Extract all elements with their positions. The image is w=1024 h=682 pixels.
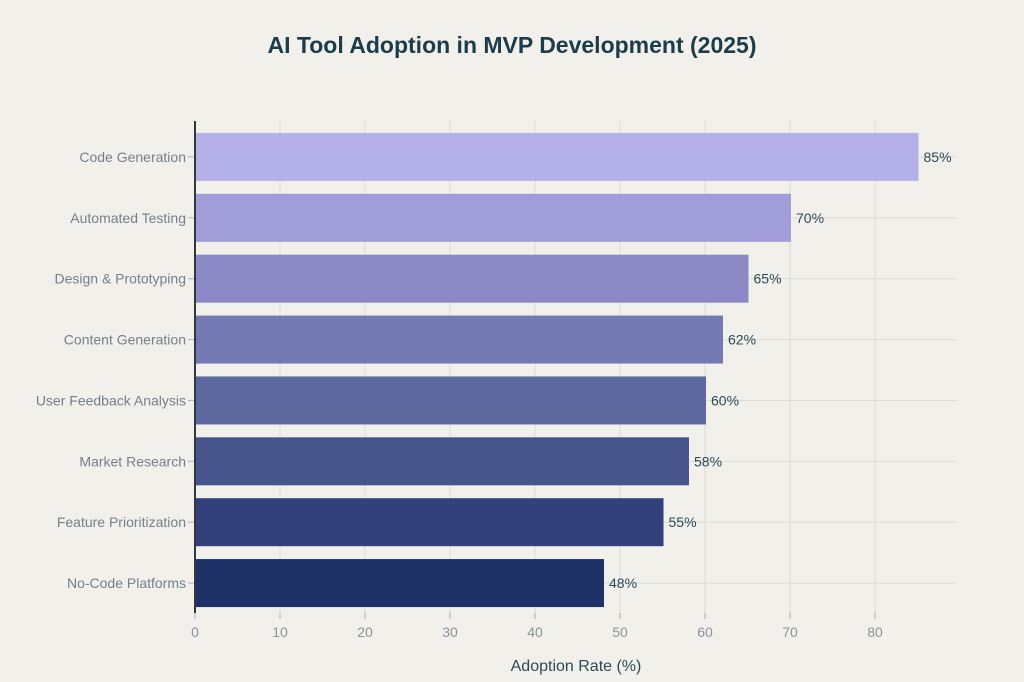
x-tick-label-20: 20 — [357, 624, 373, 640]
value-label-no-code-platforms: 48% — [609, 575, 637, 591]
value-label-code-generation: 85% — [924, 149, 952, 165]
bar-user-feedback-analysis — [196, 376, 706, 425]
bars-layer — [196, 132, 919, 608]
chart-title: AI Tool Adoption in MVP Development (202… — [268, 32, 757, 58]
value-label-design-prototyping: 65% — [754, 271, 782, 287]
value-label-user-feedback-analysis: 60% — [711, 392, 739, 408]
category-label-content-generation: Content Generation — [64, 332, 186, 348]
bar-feature-prioritization — [196, 498, 664, 547]
x-tick-label-50: 50 — [612, 624, 628, 640]
x-axis-title: Adoption Rate (%) — [511, 658, 642, 675]
category-label-no-code-platforms: No-Code Platforms — [67, 575, 186, 591]
category-label-user-feedback-analysis: User Feedback Analysis — [36, 392, 186, 408]
bar-content-generation — [196, 315, 723, 364]
category-label-market-research: Market Research — [79, 453, 186, 469]
x-tick-label-30: 30 — [442, 624, 458, 640]
x-tick-label-70: 70 — [782, 624, 798, 640]
category-label-design-prototyping: Design & Prototyping — [54, 271, 186, 287]
bar-no-code-platforms — [196, 559, 604, 608]
value-label-market-research: 58% — [694, 453, 722, 469]
x-tick-label-60: 60 — [697, 624, 713, 640]
axes-layer — [188, 121, 876, 619]
x-tick-label-40: 40 — [527, 624, 543, 640]
bar-design-prototyping — [196, 254, 749, 303]
category-label-feature-prioritization: Feature Prioritization — [57, 514, 186, 530]
labels-layer: 85% Code Generation 70% Automated Testing 65… — [36, 149, 952, 640]
value-label-feature-prioritization: 55% — [669, 514, 697, 530]
category-label-code-generation: Code Generation — [79, 149, 186, 165]
x-tick-label-80: 80 — [867, 624, 883, 640]
value-label-automated-testing: 70% — [796, 210, 824, 226]
x-tick-label-10: 10 — [272, 624, 288, 640]
value-label-content-generation: 62% — [728, 332, 756, 348]
bar-market-research — [196, 437, 689, 486]
category-label-automated-testing: Automated Testing — [70, 210, 186, 226]
bar-code-generation — [196, 132, 919, 181]
bar-automated-testing — [196, 193, 791, 242]
x-tick-label-0: 0 — [191, 624, 199, 640]
